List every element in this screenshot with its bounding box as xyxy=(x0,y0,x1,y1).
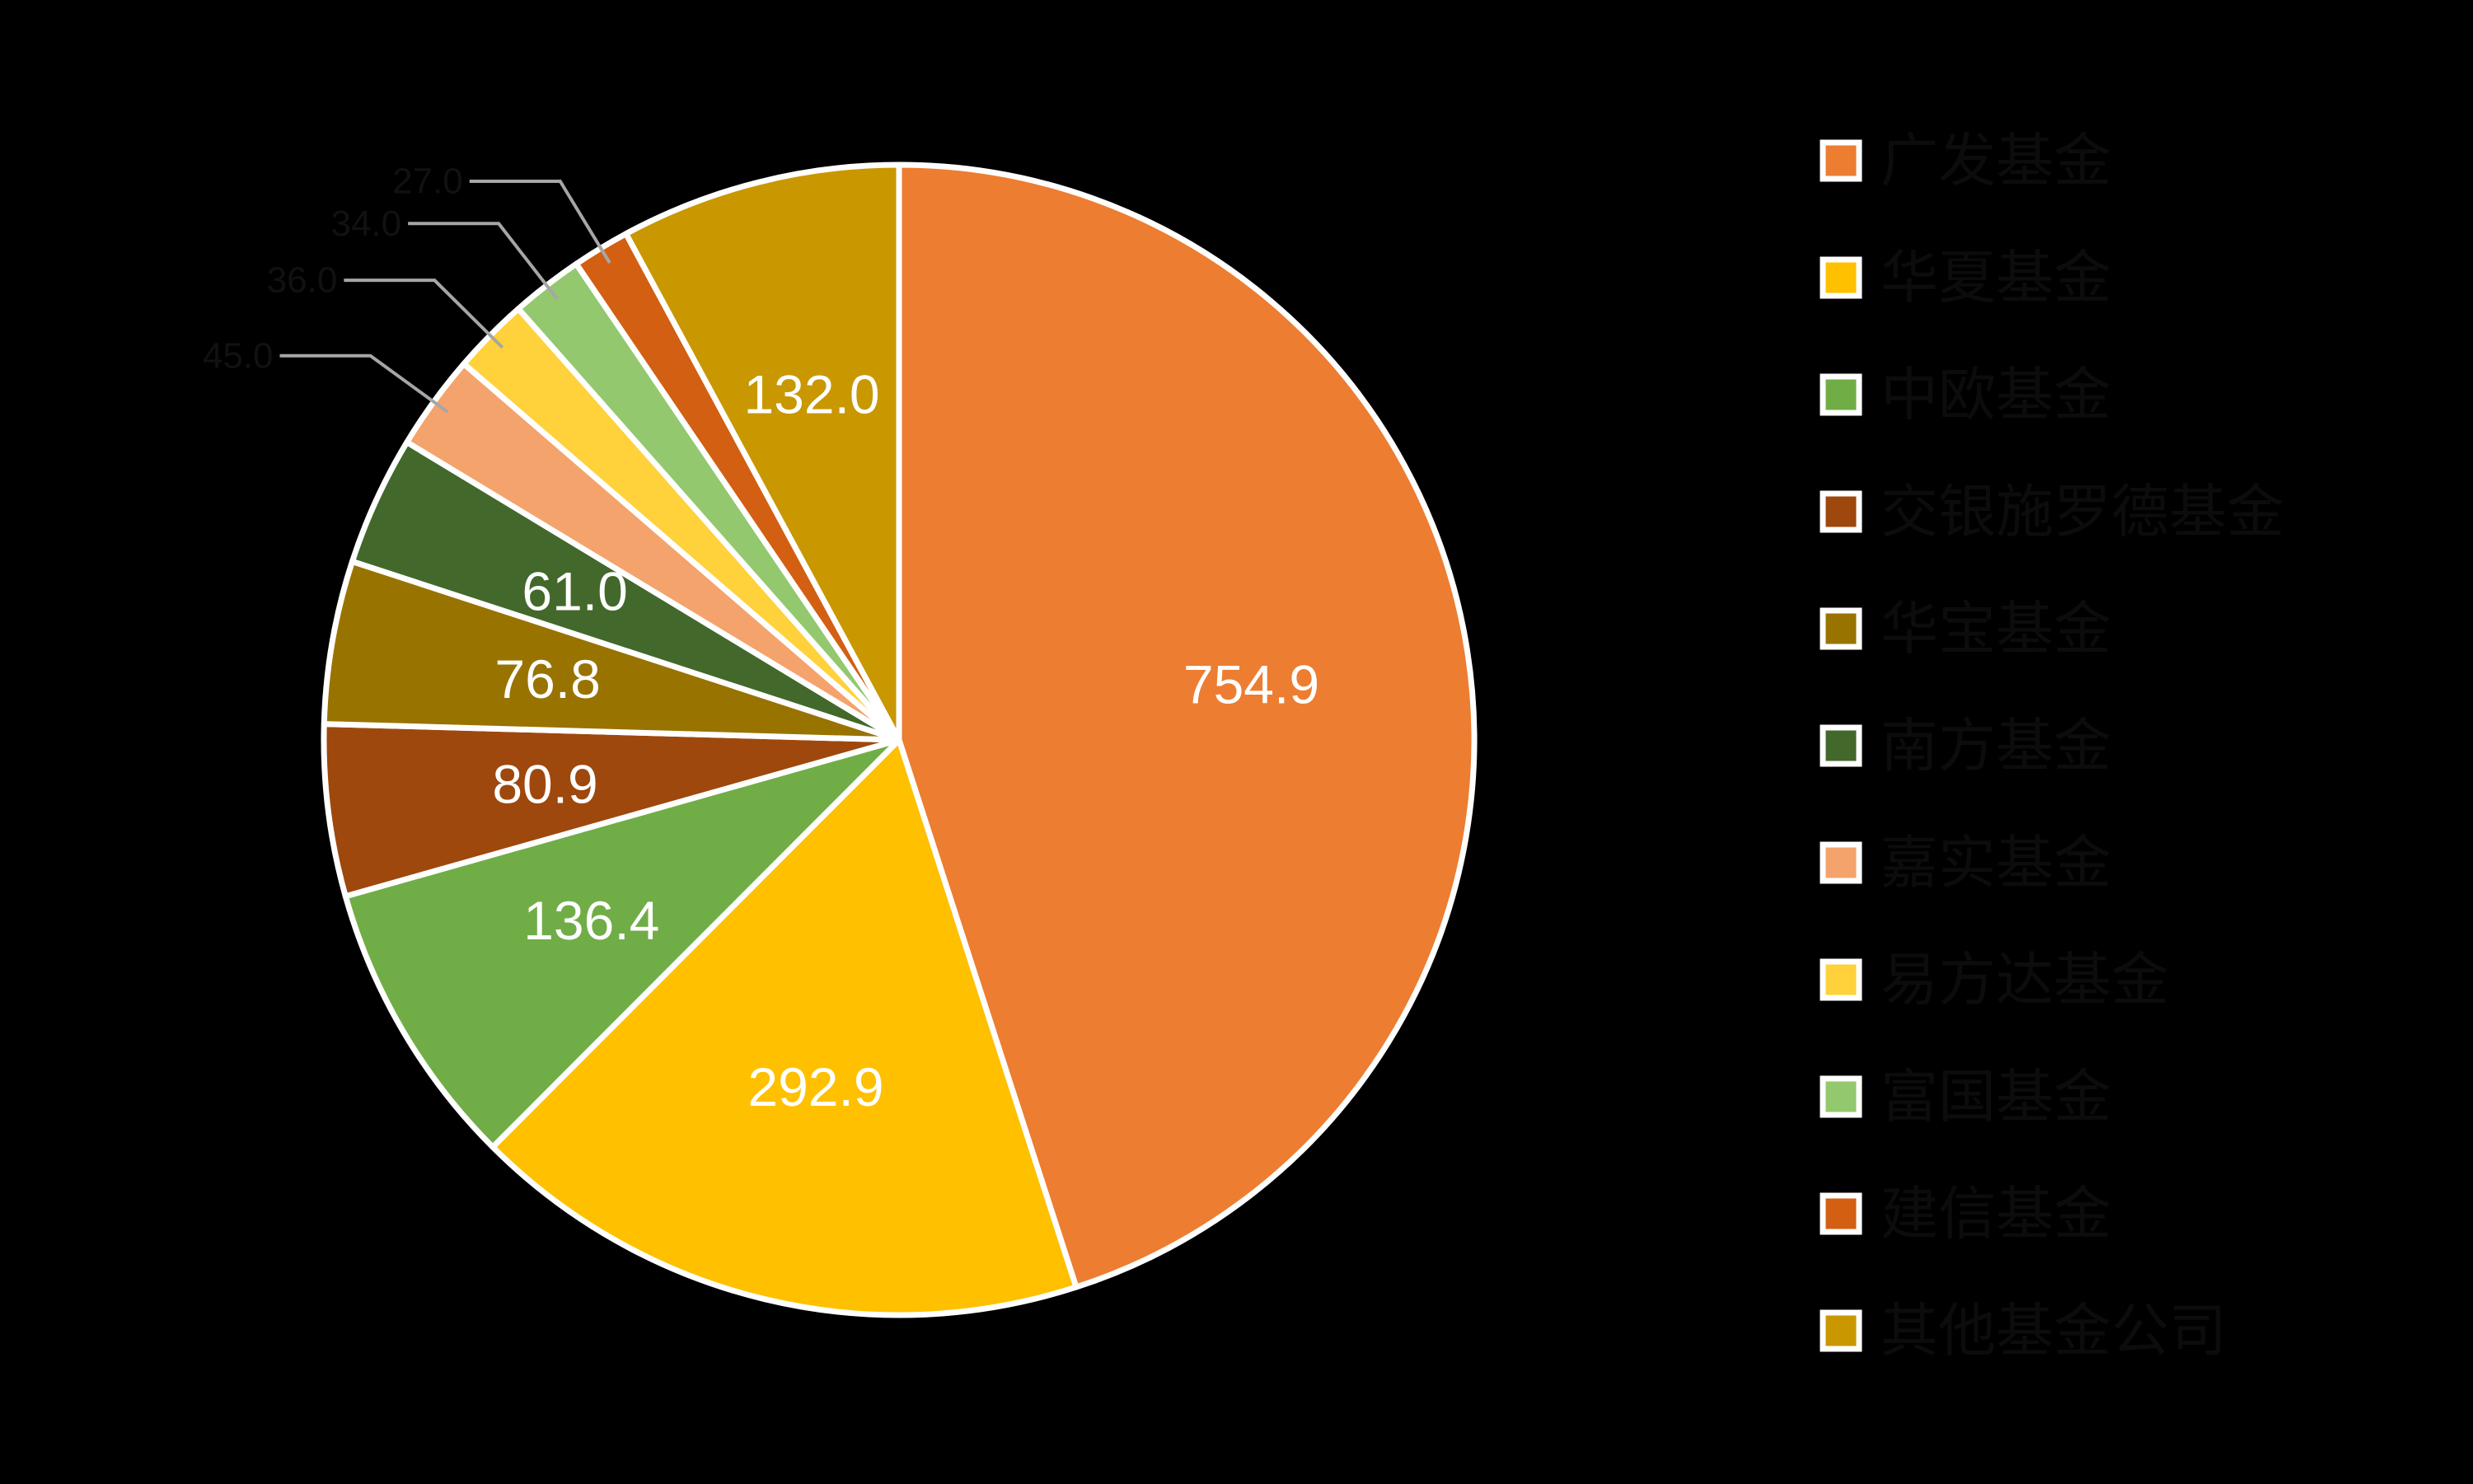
legend-label-6: 嘉实基金 xyxy=(1881,829,2111,896)
slice-value-label-9: 27.0 xyxy=(392,161,463,201)
legend-swatch-9 xyxy=(1820,1192,1862,1235)
slice-2 xyxy=(342,737,902,1150)
leader-line-6 xyxy=(279,353,449,414)
slice-value-label-3: 80.9 xyxy=(492,753,597,814)
legend-label-1: 华夏基金 xyxy=(1881,244,2111,311)
slice-value-label-5: 61.0 xyxy=(522,561,627,622)
legend-swatch-0 xyxy=(1820,139,1862,182)
legend-label-4: 华宝基金 xyxy=(1881,595,2111,662)
legend-label-2: 中欧基金 xyxy=(1881,361,2111,428)
legend-swatch-3 xyxy=(1820,490,1862,533)
slice-value-label-2: 136.4 xyxy=(523,890,659,951)
legend-swatch-5 xyxy=(1820,724,1862,767)
slice-value-label-10: 132.0 xyxy=(743,363,879,424)
legend-swatch-7 xyxy=(1820,958,1862,1001)
pie-slices xyxy=(321,162,1478,1318)
slice-value-label-0: 754.9 xyxy=(1183,654,1319,715)
slice-value-label-8: 34.0 xyxy=(330,204,401,244)
legend-swatch-6 xyxy=(1820,841,1862,884)
slice-labels: 754.9 292.9 136.4 80.9 76.8 61.0 45.0 36.0 34.02… xyxy=(203,161,1319,1117)
legend-label-5: 南方基金 xyxy=(1881,712,2111,779)
legend-label-10: 其他基金公司 xyxy=(1881,1297,2227,1365)
legend-label-9: 建信基金 xyxy=(1881,1180,2111,1248)
slice-1 xyxy=(489,737,1080,1318)
leader-line-9 xyxy=(469,179,611,264)
legend-swatch-1 xyxy=(1820,256,1862,299)
legend-label-7: 易方达基金 xyxy=(1881,946,2169,1014)
leader-line-7 xyxy=(344,279,504,349)
legend-label-8: 富国基金 xyxy=(1881,1063,2111,1131)
legend-swatch-10 xyxy=(1820,1309,1862,1352)
legend-label-0: 广发基金 xyxy=(1881,127,2111,194)
slice-value-label-7: 36.0 xyxy=(267,260,338,301)
legend-swatch-4 xyxy=(1820,607,1862,650)
leader-line-8 xyxy=(408,222,559,301)
legend: 广发基金华夏基金中欧基金交银施罗德基金华宝基金南方基金嘉实基金易方达基金富国基金… xyxy=(1820,127,2284,1365)
slice-value-label-6: 45.0 xyxy=(203,335,274,376)
slice-3 xyxy=(321,721,902,900)
slice-value-label-4: 76.8 xyxy=(494,648,600,709)
legend-swatch-2 xyxy=(1820,373,1862,416)
leader-lines xyxy=(279,179,611,414)
legend-swatch-8 xyxy=(1820,1075,1862,1118)
slice-10 xyxy=(623,162,902,743)
slice-0 xyxy=(896,162,1478,1290)
slice-value-label-1: 292.9 xyxy=(747,1056,883,1117)
legend-label-3: 交银施罗德基金 xyxy=(1881,478,2284,545)
